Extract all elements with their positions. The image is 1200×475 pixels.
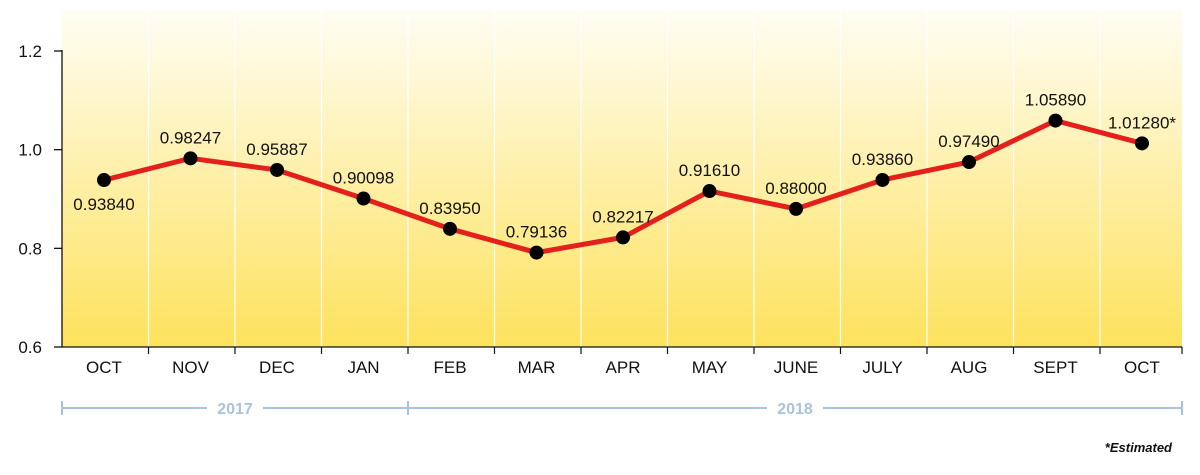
data-point	[789, 201, 803, 216]
data-point	[270, 162, 284, 177]
data-label: 0.90098	[333, 169, 394, 188]
y-tick-label: 0.8	[18, 239, 42, 258]
data-label: 0.93840	[73, 195, 134, 214]
data-point	[183, 151, 198, 166]
data-point	[962, 155, 976, 170]
data-point	[702, 184, 717, 199]
data-label: 0.98247	[160, 128, 221, 147]
data-label: 0.83950	[419, 199, 480, 218]
x-tick-label: AUG	[951, 358, 988, 377]
x-tick-label: SEPT	[1033, 358, 1077, 377]
x-tick-label: MAY	[692, 358, 728, 377]
x-tick-label: DEC	[259, 358, 295, 377]
x-tick-label: JUNE	[774, 358, 818, 377]
data-point	[356, 191, 371, 206]
x-tick-label: OCT	[86, 358, 122, 377]
data-point	[1135, 136, 1149, 151]
data-label: 0.82217	[592, 207, 653, 226]
year-groups: 2017 2018	[61, 401, 1183, 418]
x-tick-label: JULY	[862, 358, 902, 377]
x-tick-label: JAN	[347, 358, 379, 377]
y-axis-ticks: 0.6 0.8 1.0 1.2	[18, 42, 62, 357]
data-label: 0.95887	[246, 140, 307, 159]
data-label: 0.93860	[852, 150, 913, 169]
data-point	[875, 172, 890, 187]
series	[97, 113, 1149, 260]
y-tick-label: 0.6	[18, 338, 42, 357]
year-label: 2018	[777, 401, 813, 418]
x-tick-label: NOV	[172, 358, 210, 377]
plot-background	[62, 10, 1182, 347]
data-label: 1.01280*	[1108, 113, 1176, 132]
axes	[61, 50, 1182, 348]
x-axis-ticks: OCT NOV DEC JAN FEB MAR APR MAY JUNE JULY AUG SEPT O…	[86, 347, 1183, 377]
data-point	[97, 173, 111, 188]
x-tick-label: APR	[606, 358, 641, 377]
data-point	[616, 230, 630, 245]
x-tick-label: FEB	[433, 358, 466, 377]
y-tick-label: 1.2	[18, 42, 42, 61]
data-labels: 0.93840 0.98247 0.95887 0.90098 0.83950 0.791…	[73, 91, 1176, 242]
data-point	[443, 221, 457, 236]
data-label: 0.97490	[938, 132, 999, 151]
data-label: 0.88000	[765, 179, 826, 198]
footnote: *Estimated	[1105, 440, 1173, 455]
data-label: 1.05890	[1025, 91, 1086, 110]
x-tick-label: MAR	[518, 358, 556, 377]
data-label: 0.91610	[679, 161, 740, 180]
year-label: 2017	[217, 401, 253, 418]
x-tick-label: OCT	[1124, 358, 1160, 377]
data-label: 0.79136	[506, 223, 567, 242]
y-tick-label: 1.0	[18, 141, 42, 160]
data-point	[529, 245, 544, 260]
gridlines	[147, 10, 1101, 347]
data-point	[1048, 113, 1063, 128]
